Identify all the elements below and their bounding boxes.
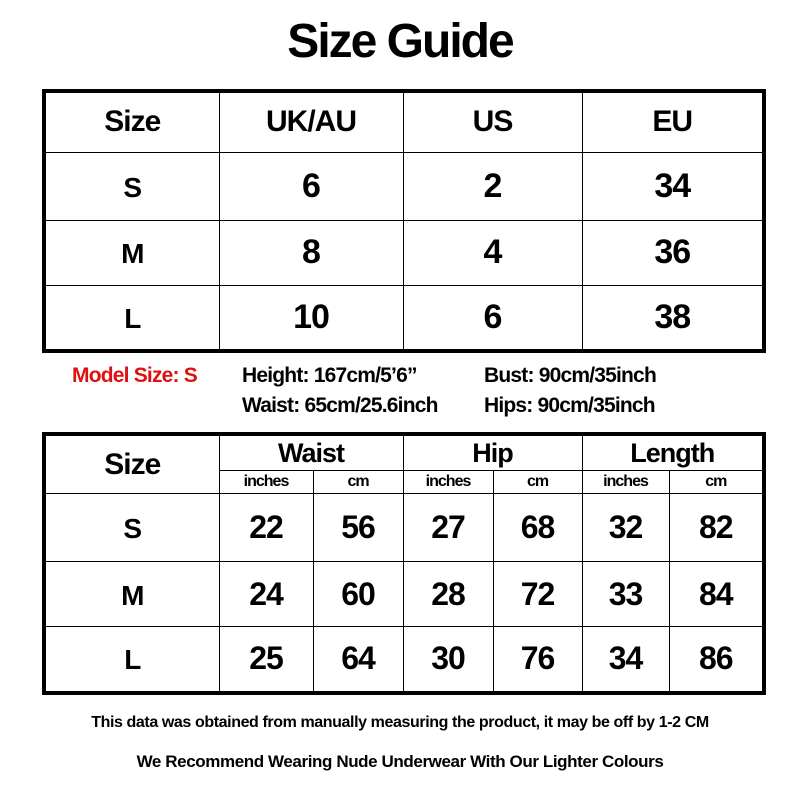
header-cell: Size <box>43 90 220 153</box>
table-cell: 6 <box>402 284 583 352</box>
table-cell: 68 <box>492 493 583 562</box>
table-cell: 8 <box>218 219 404 286</box>
table-row: S 6 2 34 <box>43 151 765 221</box>
model-waist: Waist: 65cm/25.6inch <box>242 394 438 417</box>
group-header-length: Length <box>581 433 765 471</box>
table-cell: S <box>43 151 220 221</box>
table-cell: M <box>43 219 220 286</box>
table-cell: 34 <box>581 151 765 221</box>
table-cell: 33 <box>581 561 670 627</box>
group-header-waist: Waist <box>218 433 404 471</box>
model-size-label: Model Size: S <box>72 364 198 387</box>
table-row: S 22 56 27 68 32 82 <box>43 493 765 562</box>
table-cell: 30 <box>402 626 494 693</box>
table-row: L 25 64 30 76 34 86 <box>43 626 765 693</box>
header-cell: US <box>402 90 583 153</box>
model-info: Model Size: S Height: 167cm/5’6” Bust: 9… <box>0 364 800 424</box>
header-cell: EU <box>581 90 765 153</box>
page-title: Size Guide <box>287 15 514 68</box>
table-cell: 24 <box>218 561 314 627</box>
table-cell: L <box>43 284 220 352</box>
group-header-row: Size Waist Hip Length <box>43 433 765 494</box>
unit-cell: inches <box>581 470 670 494</box>
table-cell: 64 <box>312 626 404 693</box>
model-height: Height: 167cm/5’6” <box>242 364 417 387</box>
unit-cell: cm <box>668 470 765 494</box>
table-cell: 25 <box>218 626 314 693</box>
table-cell: 4 <box>402 219 583 286</box>
model-bust: Bust: 90cm/35inch <box>484 364 657 387</box>
table-cell: M <box>43 561 220 627</box>
measurement-table: Size Waist Hip Length inches cm inches c… <box>42 432 767 695</box>
table-cell: 32 <box>581 493 670 562</box>
table-row: M 8 4 36 <box>43 219 765 286</box>
measurement-disclaimer: This data was obtained from manually mea… <box>91 714 709 731</box>
table-cell: 84 <box>668 561 765 627</box>
table-cell: 22 <box>218 493 314 562</box>
header-cell: UK/AU <box>218 90 404 153</box>
table-cell: 2 <box>402 151 583 221</box>
table-cell: 38 <box>581 284 765 352</box>
table-cell: 6 <box>218 151 404 221</box>
table-row: M 24 60 28 72 33 84 <box>43 561 765 627</box>
unit-cell: cm <box>492 470 583 494</box>
unit-cell: cm <box>312 470 404 494</box>
size-conversion-table: Size UK/AU US EU S 6 2 34 M 8 4 36 L 10 … <box>42 89 766 353</box>
table-cell: 60 <box>312 561 404 627</box>
unit-cell: inches <box>218 470 314 494</box>
unit-cell: inches <box>402 470 494 494</box>
table-cell: 36 <box>581 219 765 286</box>
table-cell: S <box>43 493 220 562</box>
table-cell: 72 <box>492 561 583 627</box>
table-cell: 76 <box>492 626 583 693</box>
table-cell: 10 <box>218 284 404 352</box>
table-cell: 34 <box>581 626 670 693</box>
unit-header-row: inches cm inches cm inches cm <box>44 470 765 494</box>
table-cell: 86 <box>668 626 765 693</box>
table-cell: 56 <box>312 493 404 562</box>
table-cell: 28 <box>402 561 494 627</box>
table-row: L 10 6 38 <box>43 284 765 352</box>
table-cell: 82 <box>668 493 765 562</box>
group-header-hip: Hip <box>402 433 583 471</box>
underwear-recommendation: We Recommend Wearing Nude Underwear With… <box>136 752 664 771</box>
table-header-row: Size UK/AU US EU <box>43 90 765 153</box>
header-cell: Size <box>43 433 220 494</box>
table-cell: L <box>43 626 220 693</box>
model-hips: Hips: 90cm/35inch <box>484 394 656 417</box>
table-cell: 27 <box>402 493 494 562</box>
